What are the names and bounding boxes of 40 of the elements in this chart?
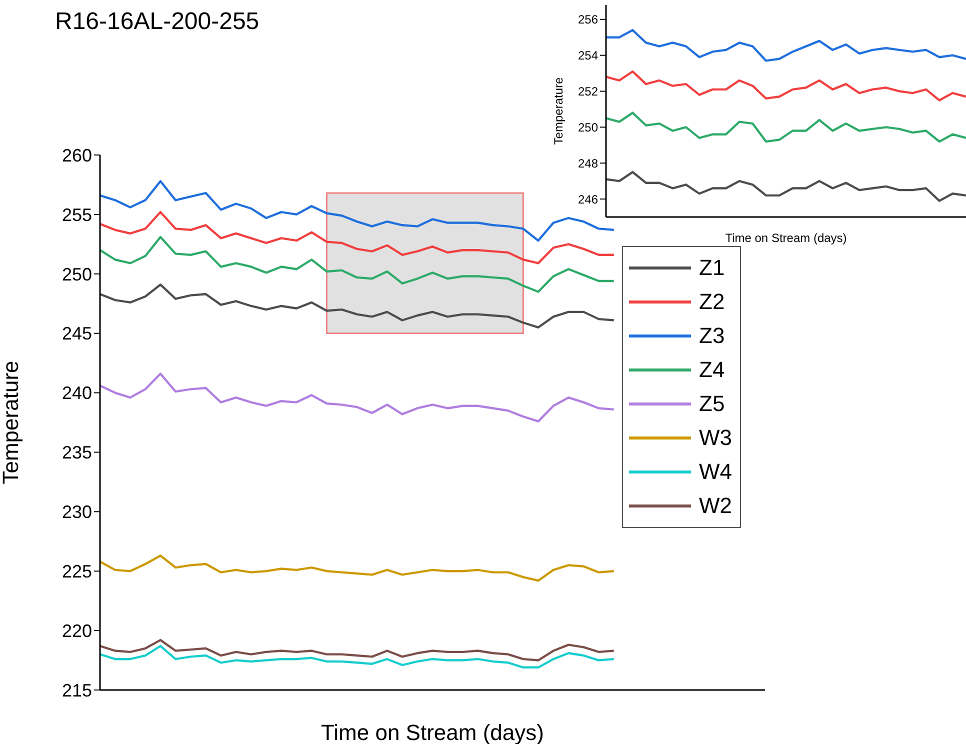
line-series — [604, 29, 966, 62]
line-series — [98, 554, 615, 582]
line-series — [98, 638, 615, 662]
line-series — [98, 180, 615, 242]
legend-label: Z5 — [699, 391, 725, 417]
line-series — [604, 170, 966, 202]
legend-label: W4 — [699, 459, 732, 485]
x-axis-title: Time on Stream (days) — [725, 231, 847, 245]
legend-label: Z4 — [699, 357, 725, 383]
line-series — [98, 644, 615, 669]
line-series — [604, 112, 966, 143]
line-series — [98, 283, 615, 328]
y-axis-title: Temperature — [0, 360, 23, 484]
line-series — [604, 70, 966, 102]
y-tick-label: 235 — [62, 442, 92, 463]
y-tick-label: 255 — [62, 204, 92, 225]
legend-label: W3 — [699, 425, 732, 451]
y-tick-label: 248 — [578, 156, 598, 170]
line-series — [98, 236, 615, 293]
legend-label: W2 — [699, 493, 732, 519]
legend-label: Z1 — [699, 255, 725, 281]
y-tick-label: 260 — [62, 145, 92, 166]
chart-title: R16-16AL-200-255 — [55, 8, 260, 36]
legend-label: Z2 — [699, 289, 725, 315]
y-tick-label: 230 — [62, 502, 92, 522]
y-tick-label: 250 — [578, 120, 598, 134]
y-tick-label: 245 — [62, 324, 92, 344]
y-tick-label: 252 — [578, 84, 598, 98]
y-tick-label: 256 — [578, 12, 598, 27]
y-axis-title: Temperature — [551, 76, 566, 145]
y-tick-label: 225 — [62, 562, 92, 582]
y-tick-label: 246 — [578, 192, 598, 206]
line-series — [98, 372, 615, 422]
y-tick-label: 215 — [62, 680, 92, 700]
legend-label: Z3 — [699, 323, 725, 349]
y-tick-label: 240 — [62, 383, 92, 404]
y-tick-label: 254 — [578, 48, 598, 63]
y-tick-label: 220 — [62, 620, 92, 641]
line-series — [98, 210, 615, 264]
y-tick-label: 250 — [62, 264, 92, 284]
